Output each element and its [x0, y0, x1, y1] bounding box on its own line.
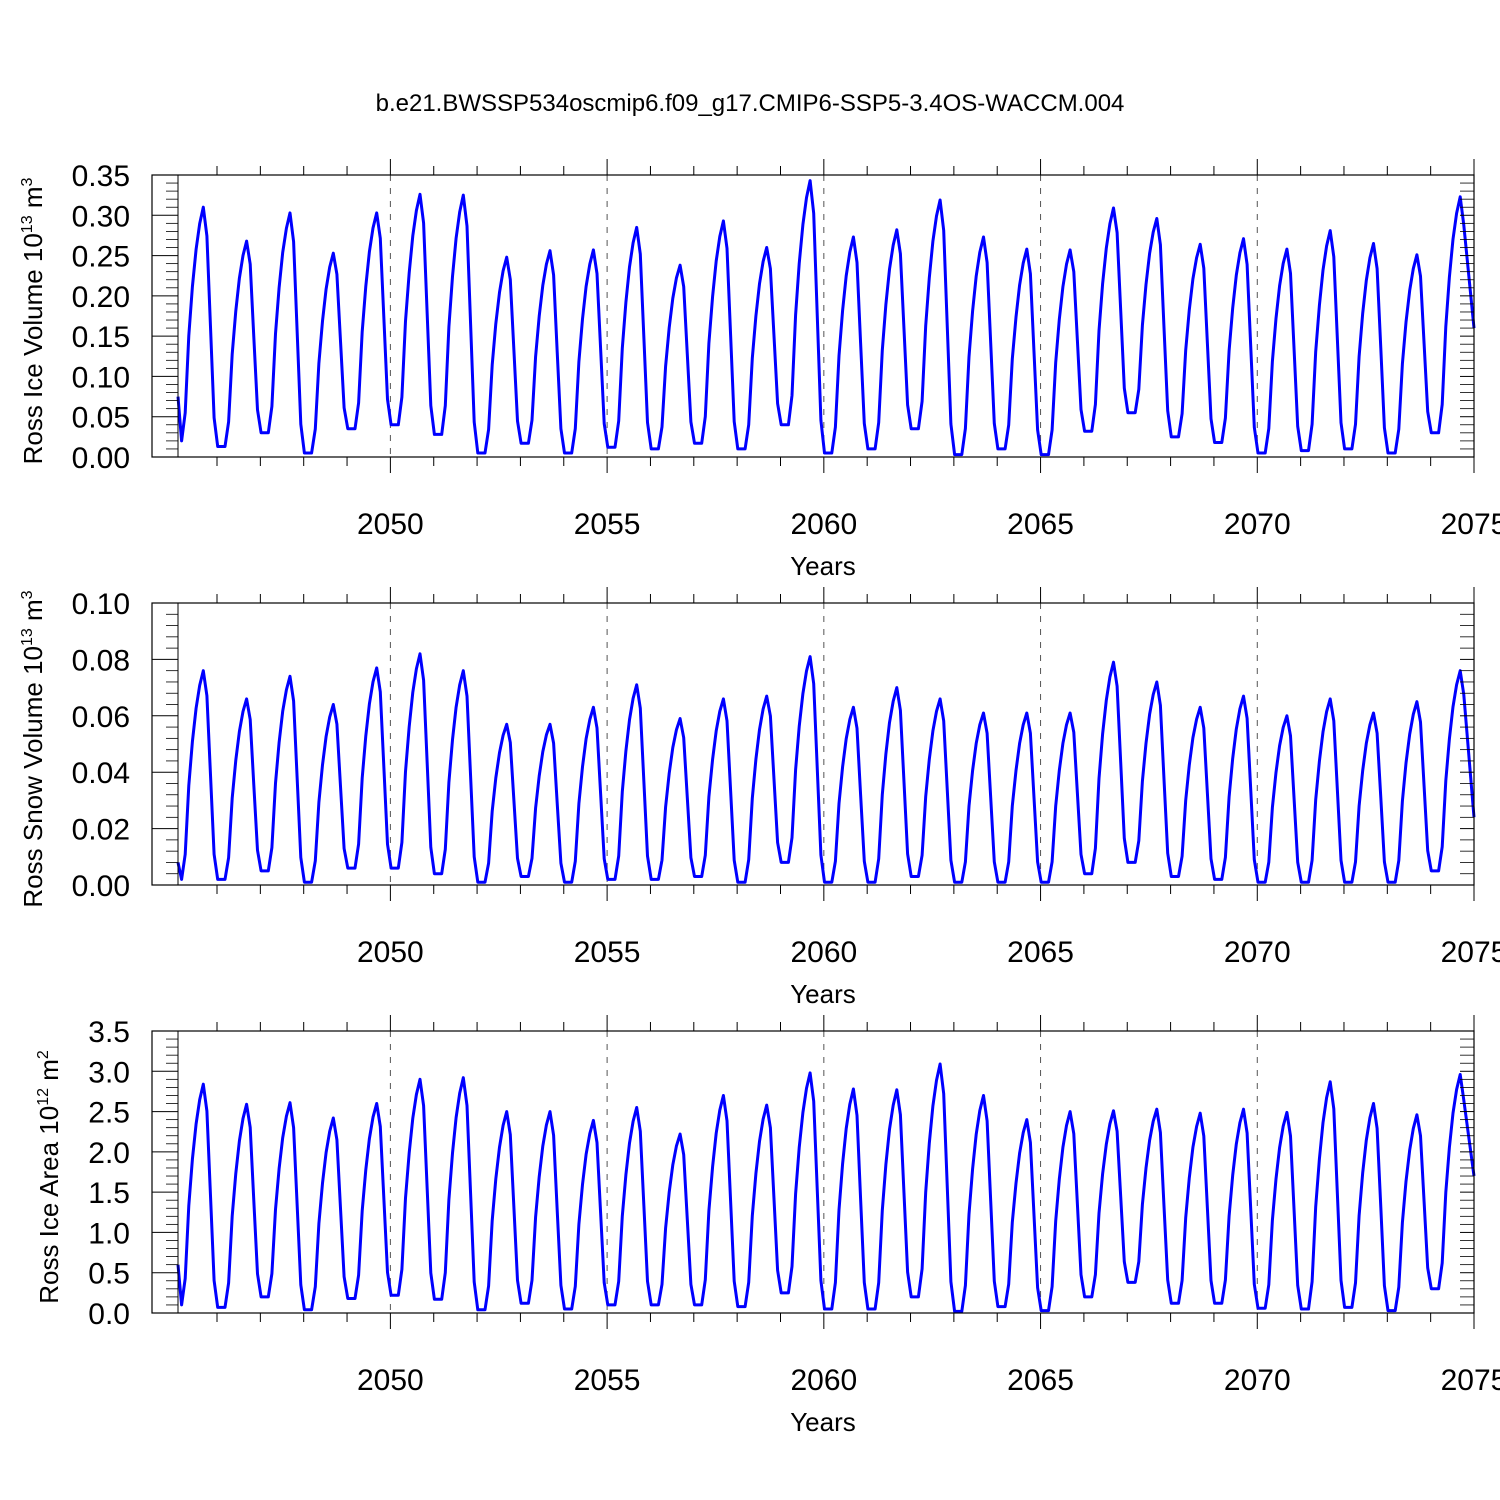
y-tick-label: 0.05	[72, 402, 130, 435]
x-tick-label: 2050	[357, 936, 424, 969]
x-tick-label: 2050	[357, 1364, 424, 1397]
x-tick-label: 2075	[1441, 1364, 1500, 1397]
x-axis-label: Years	[790, 551, 856, 581]
y-tick-label: 0.20	[72, 281, 130, 314]
series-line-ice-volume	[176, 179, 1476, 457]
panels: 2050 2055 2060 2065 2070 2075 0.00 0.05 0.10 0.15…	[18, 159, 1500, 1437]
x-tick-label: 2065	[1007, 936, 1074, 969]
plot-frame	[151, 602, 1475, 886]
y-tick-label: 3.5	[88, 1016, 130, 1049]
y-tick-label: 1.5	[88, 1177, 130, 1210]
x-tick-label: 2060	[790, 508, 857, 541]
y-tick-label: 0.10	[72, 361, 130, 394]
y-tick-label: 0.35	[72, 160, 130, 193]
y-tick-label: 0.04	[72, 757, 130, 790]
y-tick-label: 0.00	[72, 870, 130, 903]
x-tick-label: 2065	[1007, 508, 1074, 541]
x-tick-label: 2055	[574, 1364, 641, 1397]
y-tick-label: 2.0	[88, 1137, 130, 1170]
x-tick-label: 2070	[1224, 1364, 1291, 1397]
y-tick-label: 0.10	[72, 588, 130, 621]
y-tick-label: 0.02	[72, 814, 130, 847]
y-axis-label: Ross Snow Volume 1013 m3	[18, 590, 48, 907]
y-tick-label: 0.08	[72, 644, 130, 677]
panel-snow-volume: 2050 2055 2060 2065 2070 2075 0.00 0.02 0.04 0.06…	[18, 587, 1500, 1009]
x-axis-label: Years	[790, 1407, 856, 1437]
panel-ice-area: 2050 2055 2060 2065 2070 2075 0.0 0.5 1.0 1.5 2.0 2…	[34, 1015, 1500, 1437]
series-line-snow-volume	[176, 652, 1476, 884]
x-tick-label: 2060	[790, 1364, 857, 1397]
y-tick-label: 0.5	[88, 1258, 130, 1291]
y-axis-label: Ross Ice Volume 1013 m3	[18, 177, 48, 464]
y-axis-label: Ross Ice Area 1012 m2	[34, 1050, 64, 1304]
y-tick-label: 3.0	[88, 1056, 130, 1089]
y-tick-label: 0.30	[72, 200, 130, 233]
y-tick-label: 0.25	[72, 241, 130, 274]
panel-ice-volume: 2050 2055 2060 2065 2070 2075 0.00 0.05 0.10 0.15…	[18, 159, 1500, 581]
x-tick-label: 2075	[1441, 936, 1500, 969]
x-tick-label: 2065	[1007, 1364, 1074, 1397]
x-tick-label: 2055	[574, 936, 641, 969]
series-line-ice-area	[176, 1062, 1476, 1313]
figure-title: b.e21.BWSSP534oscmip6.f09_g17.CMIP6-SSP5…	[376, 90, 1125, 117]
x-tick-label: 2055	[574, 508, 641, 541]
y-tick-label: 1.0	[88, 1217, 130, 1250]
y-tick-label: 2.5	[88, 1097, 130, 1130]
x-tick-label: 2060	[790, 936, 857, 969]
x-tick-label: 2070	[1224, 508, 1291, 541]
x-tick-label: 2075	[1441, 508, 1500, 541]
x-tick-label: 2050	[357, 508, 424, 541]
y-tick-label: 0.15	[72, 321, 130, 354]
x-tick-label: 2070	[1224, 936, 1291, 969]
plot-frame	[151, 1030, 1475, 1314]
y-tick-label: 0.00	[72, 442, 130, 475]
y-tick-label: 0.06	[72, 701, 130, 734]
plot-frame	[151, 174, 1475, 458]
y-tick-label: 0.0	[88, 1298, 130, 1331]
x-axis-label: Years	[790, 979, 856, 1009]
